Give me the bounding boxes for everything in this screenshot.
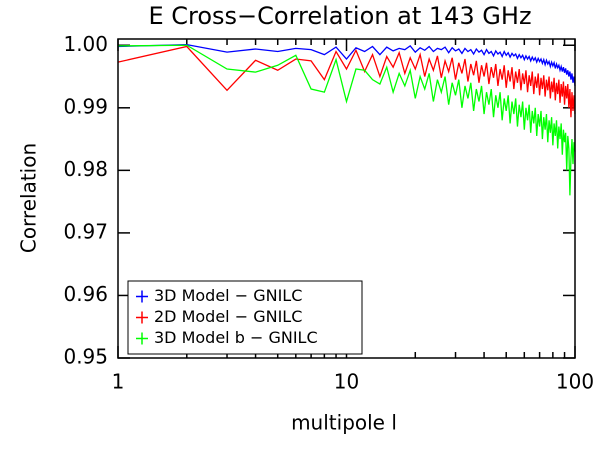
x-axis-label: multipole l [291, 411, 397, 435]
legend-label: 2D Model − GNILC [154, 307, 302, 326]
chart-title: E Cross−Correlation at 143 GHz [148, 2, 531, 30]
x-tick-label: 100 [556, 370, 594, 394]
series-line [117, 44, 576, 196]
legend-marker [136, 311, 148, 324]
legend-marker [136, 332, 148, 345]
series-line [117, 43, 576, 86]
y-tick-label: 0.99 [63, 94, 108, 118]
y-tick-label: 0.95 [63, 345, 108, 369]
legend-label: 3D Model b − GNILC [154, 328, 318, 347]
y-tick-label: 0.96 [63, 282, 108, 306]
legend-label: 3D Model − GNILC [154, 286, 302, 305]
y-axis-label: Correlation [17, 143, 41, 253]
y-tick-label: 1.00 [63, 32, 108, 56]
legend-marker [136, 290, 148, 303]
legend-box [127, 280, 363, 355]
y-tick-label: 0.97 [63, 219, 108, 243]
plot-frame [117, 38, 576, 359]
x-tick-label: 1 [112, 370, 125, 394]
y-tick-label: 0.98 [63, 157, 108, 181]
x-tick-label: 10 [334, 370, 359, 394]
series-line [117, 45, 576, 118]
